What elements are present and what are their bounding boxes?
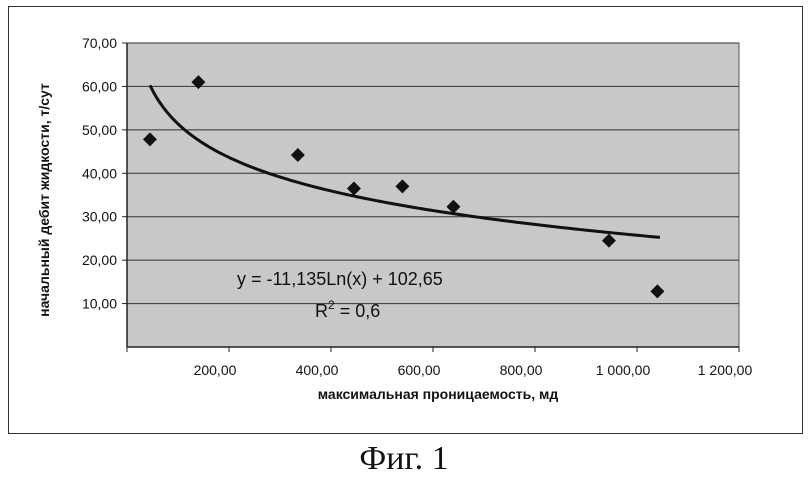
y-tick-label-5: 60,00 (82, 78, 117, 94)
chart-frame: 10,00 20,00 30,00 40,00 50,00 60,00 70,00 200,… (8, 6, 803, 434)
x-tick-label-5: 1 200,00 (698, 362, 753, 378)
trendline-equation: y = -11,135Ln(x) + 102,65 (237, 269, 443, 289)
y-tick-label-6: 70,00 (82, 35, 117, 51)
x-tick-label-2: 600,00 (398, 362, 441, 378)
x-tick-label-1: 400,00 (296, 362, 339, 378)
y-tick-label-0: 10,00 (82, 296, 117, 312)
figure-caption: Фиг. 1 (0, 440, 808, 478)
plot-area (127, 43, 739, 347)
y-tick-label-3: 40,00 (82, 165, 117, 181)
x-axis-label: максимальная проницаемость, мд (318, 386, 559, 402)
y-tick-label-2: 30,00 (82, 209, 117, 225)
x-tick-labels: 200,00 400,00 600,00 800,00 1 000,00 1 200,00 (194, 362, 753, 378)
y-tick-label-1: 20,00 (82, 252, 117, 268)
x-tick-label-3: 800,00 (500, 362, 543, 378)
y-tick-label-4: 50,00 (82, 122, 117, 138)
y-tick-labels: 10,00 20,00 30,00 40,00 50,00 60,00 70,00 (82, 35, 117, 312)
r-squared-value: = 0,6 (335, 301, 381, 321)
y-axis-label: начальный дебит жидкости, т/сут (36, 83, 52, 317)
x-tick-label-4: 1 000,00 (596, 362, 651, 378)
x-tick-label-0: 200,00 (194, 362, 237, 378)
r-squared-label: R2 = 0,6 (315, 298, 380, 321)
r-squared-prefix: R (315, 301, 328, 321)
scatter-chart: 10,00 20,00 30,00 40,00 50,00 60,00 70,00 200,… (9, 7, 804, 435)
